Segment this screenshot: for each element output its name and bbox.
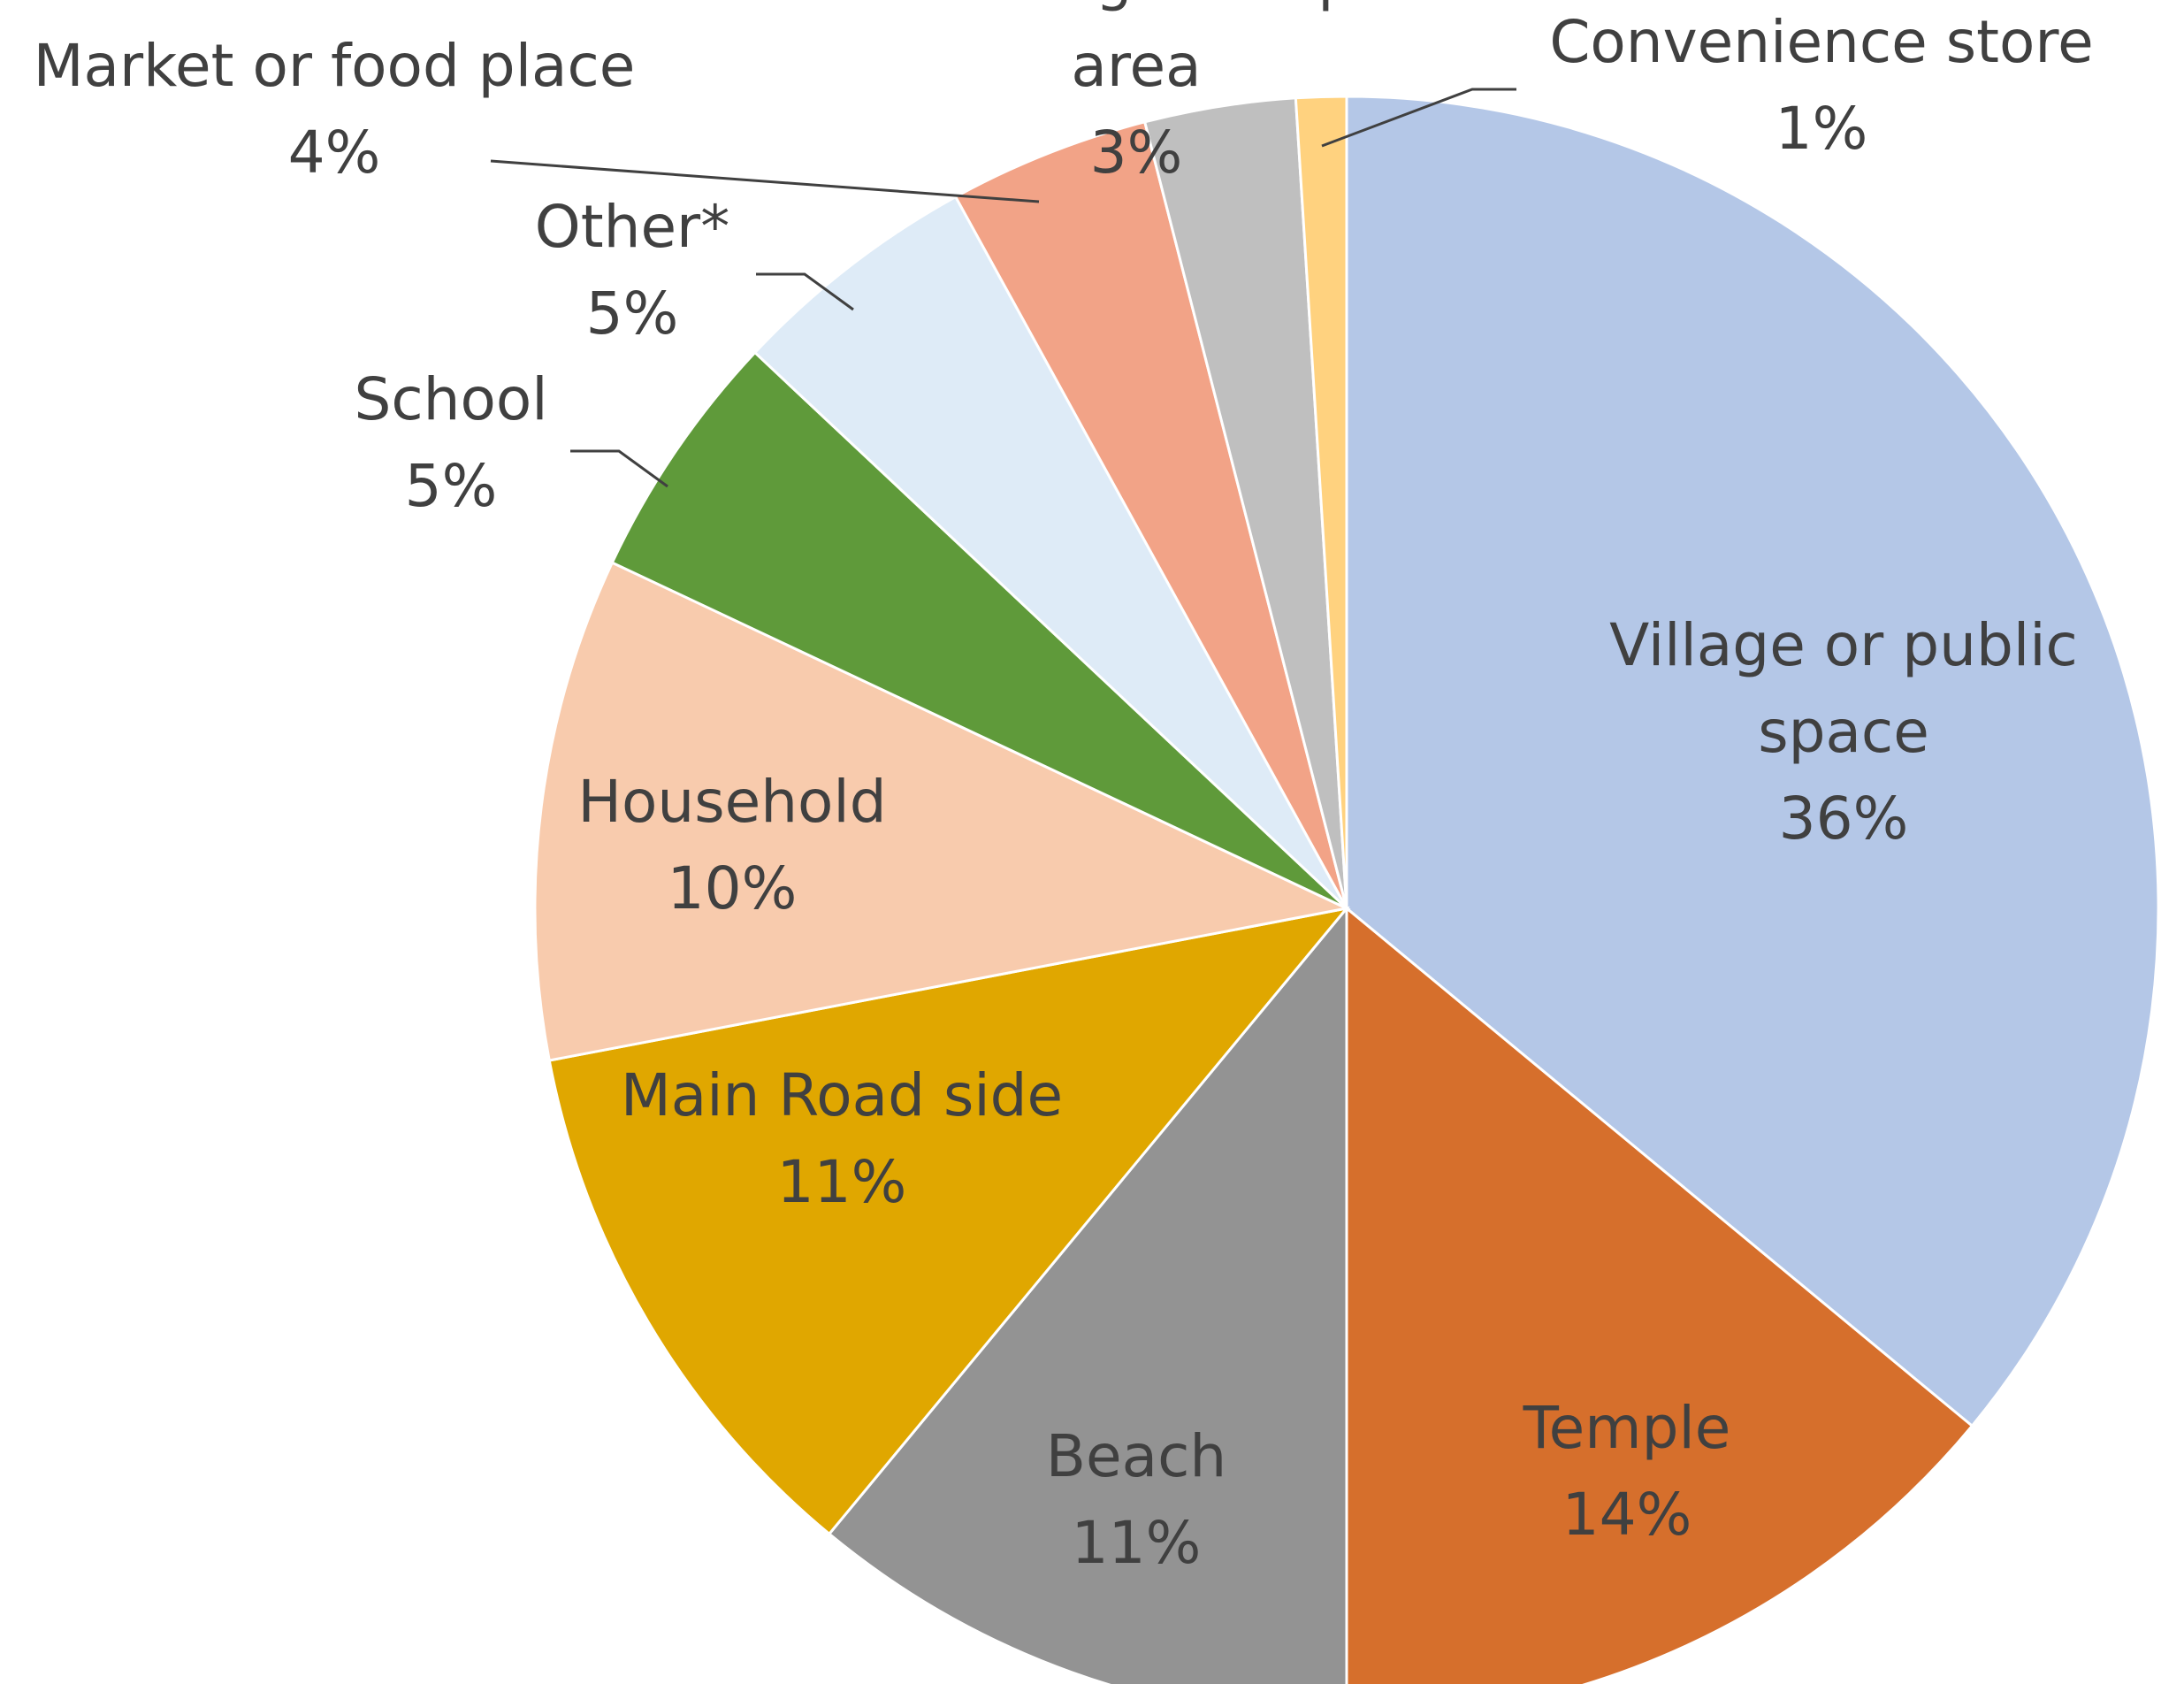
pie-slice-school bbox=[610, 350, 1348, 910]
slice-label: Other* 5% bbox=[535, 193, 729, 348]
pie-slice-market-or-food-place bbox=[953, 120, 1348, 909]
slice-value-label: 36% bbox=[1779, 785, 1909, 853]
slice-category-label: Village or public bbox=[1609, 611, 2078, 679]
slice-value-label: 1% bbox=[1775, 95, 1868, 163]
leader-line bbox=[490, 159, 1040, 203]
pie-slice-beach bbox=[827, 904, 1348, 1684]
leader-lines bbox=[490, 88, 1516, 488]
pie-slice-household bbox=[533, 561, 1351, 1062]
slice-label: Village or public space 36% bbox=[1609, 611, 2078, 853]
slice-value-label: 10% bbox=[668, 854, 798, 922]
slice-category-label: space bbox=[1758, 698, 1929, 766]
slice-value-label: 3% bbox=[1090, 119, 1183, 187]
slice-labels: Village or public space 36% Temple 14% Beach 1… bbox=[34, 0, 2094, 1577]
slice-category-label: Market or food place bbox=[34, 32, 636, 100]
slice-label: Garbage dump area 3% bbox=[918, 0, 1355, 187]
slice-label: Temple 14% bbox=[1523, 1394, 1731, 1549]
slice-category-label: School bbox=[354, 365, 547, 433]
leader-line bbox=[1321, 88, 1516, 148]
slice-value-label: 5% bbox=[405, 452, 498, 520]
pie-slice-temple bbox=[1345, 905, 1974, 1684]
slice-label: Beach 11% bbox=[1046, 1422, 1226, 1577]
slice-category-label: area bbox=[1071, 32, 1201, 100]
pie-slices bbox=[533, 95, 2160, 1684]
pie-slice-convenience-store bbox=[1294, 95, 1348, 909]
slice-label: Main Road side 11% bbox=[621, 1061, 1063, 1216]
slice-value-label: 14% bbox=[1562, 1481, 1692, 1549]
slice-value-label: 5% bbox=[586, 279, 679, 348]
pie-slice-other bbox=[752, 195, 1348, 910]
slice-category-label: Other* bbox=[535, 193, 729, 261]
slice-label: Household 10% bbox=[577, 768, 886, 922]
slice-value-label: 11% bbox=[1072, 1509, 1202, 1577]
slice-category-label: Beach bbox=[1046, 1422, 1226, 1490]
slice-label: Market or food place 4% bbox=[34, 32, 636, 187]
slice-category-label: Temple bbox=[1523, 1394, 1731, 1462]
leader-line bbox=[756, 272, 854, 311]
pie-slice-main-road-side bbox=[547, 906, 1350, 1536]
slice-category-label: Main Road side bbox=[621, 1061, 1063, 1129]
slice-value-label: 4% bbox=[288, 119, 381, 187]
pie-slice-village-or-public-space bbox=[1345, 95, 2160, 1428]
slice-value-label: 11% bbox=[777, 1148, 907, 1216]
leader-line bbox=[570, 449, 668, 488]
slice-label: Convenience store 1% bbox=[1549, 8, 2093, 163]
slice-label: School 5% bbox=[354, 365, 547, 520]
slice-category-label: Garbage dump bbox=[918, 0, 1355, 13]
slice-category-label: Convenience store bbox=[1549, 8, 2093, 76]
slice-category-label: Household bbox=[577, 768, 886, 836]
